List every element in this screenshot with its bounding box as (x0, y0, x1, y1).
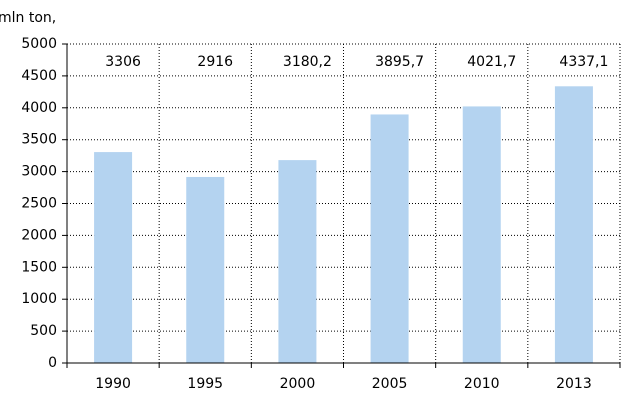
y-tick-label: 4000 (21, 100, 57, 116)
y-tick-label: 1500 (21, 259, 57, 275)
y-tick-label: 2000 (21, 227, 57, 243)
value-label: 2916 (197, 54, 233, 70)
x-tick-label: 2013 (556, 376, 592, 392)
bar (94, 152, 133, 363)
y-tick-label: 500 (30, 323, 57, 339)
y-tick-label: 5000 (21, 36, 57, 52)
value-label: 4337,1 (559, 54, 608, 70)
y-axis-label: mln ton, (0, 10, 56, 26)
bar (462, 106, 501, 364)
value-label: 3306 (105, 54, 141, 70)
y-tick-label: 1000 (21, 291, 57, 307)
y-tick-label: 3000 (21, 164, 57, 180)
x-tick-label: 1995 (187, 376, 223, 392)
bar (554, 86, 593, 363)
bar (370, 114, 409, 363)
bar (186, 176, 225, 363)
x-tick-label: 1990 (95, 376, 131, 392)
y-tick-label: 0 (48, 355, 57, 371)
y-tick-label: 4500 (21, 68, 57, 84)
y-tick-label: 2500 (21, 196, 57, 212)
x-tick-label: 2000 (280, 376, 316, 392)
value-label: 3895,7 (375, 54, 424, 70)
x-tick-label: 2005 (372, 376, 408, 392)
x-tick-label: 2010 (464, 376, 500, 392)
y-tick-label: 3500 (21, 132, 57, 148)
bar (278, 160, 317, 363)
value-label: 4021,7 (467, 54, 516, 70)
value-label: 3180,2 (283, 54, 332, 70)
